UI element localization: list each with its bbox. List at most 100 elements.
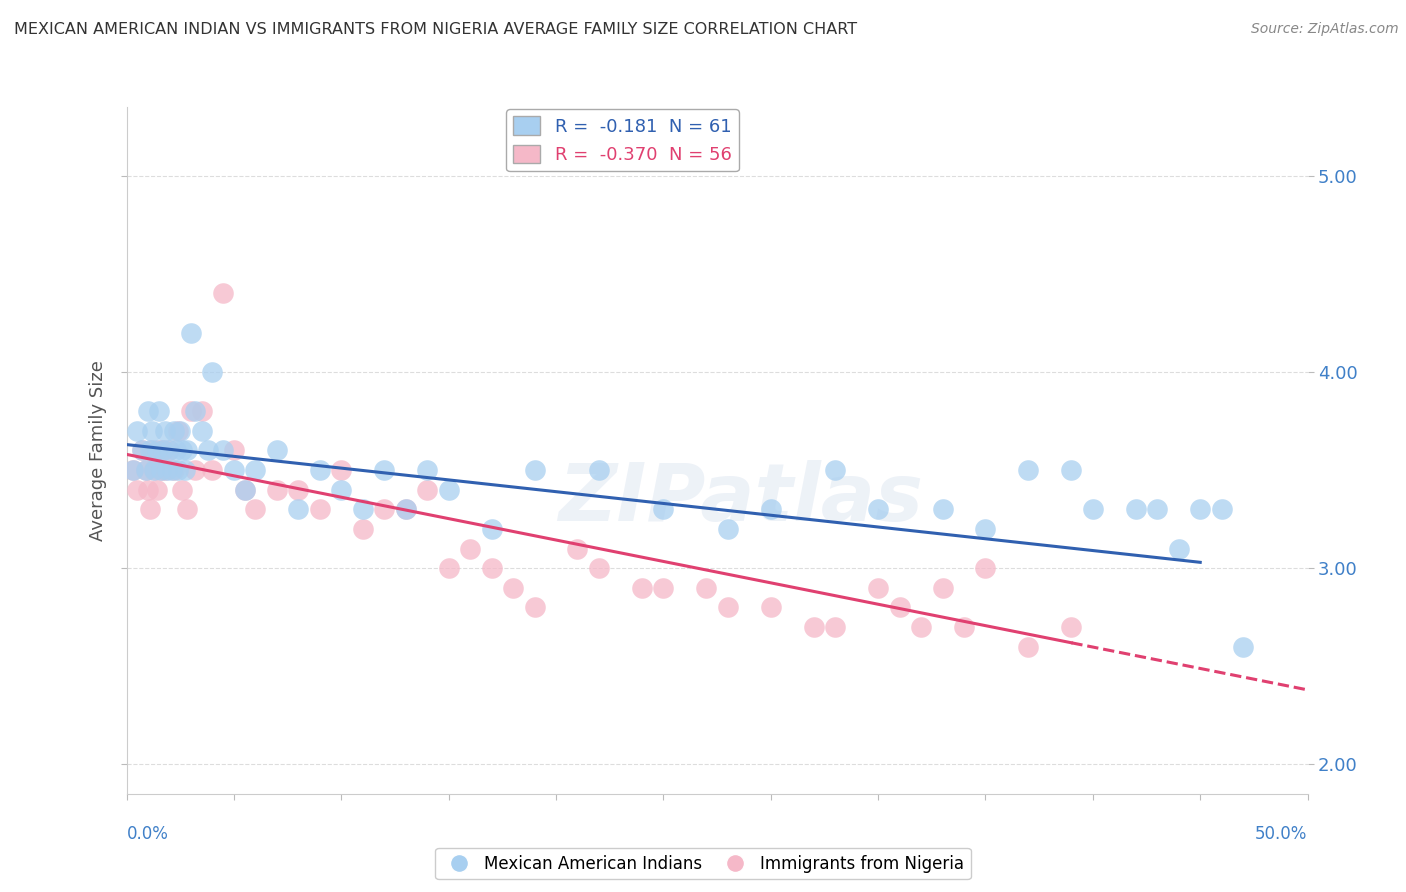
Point <box>141 443 163 458</box>
Point <box>523 463 546 477</box>
Point <box>139 443 162 458</box>
Point <box>416 463 439 477</box>
Point <box>588 463 610 477</box>
Y-axis label: Average Family Size: Average Family Size <box>89 360 107 541</box>
Point <box>172 483 194 497</box>
Point <box>153 424 176 438</box>
Point <box>1060 620 1083 634</box>
Point <box>131 443 153 458</box>
Point <box>437 561 460 575</box>
Point <box>567 541 589 556</box>
Point <box>143 463 166 477</box>
Point <box>159 443 181 458</box>
Point <box>717 522 740 536</box>
Point <box>523 600 546 615</box>
Point <box>717 600 740 615</box>
Point <box>868 502 890 516</box>
Point <box>169 424 191 438</box>
Point <box>152 443 174 458</box>
Point <box>631 581 654 595</box>
Point <box>233 483 256 497</box>
Point <box>1017 463 1039 477</box>
Point <box>145 483 167 497</box>
Point <box>481 522 503 536</box>
Point <box>141 424 163 438</box>
Point <box>122 463 145 477</box>
Point <box>136 483 159 497</box>
Text: ZIPatlas: ZIPatlas <box>558 459 924 538</box>
Point <box>308 463 330 477</box>
Point <box>180 326 202 340</box>
Point <box>184 404 207 418</box>
Point <box>373 502 395 516</box>
Point <box>201 365 224 379</box>
Point <box>588 561 610 575</box>
Text: Source: ZipAtlas.com: Source: ZipAtlas.com <box>1251 22 1399 37</box>
Point <box>868 581 890 595</box>
Point <box>136 404 159 418</box>
Point <box>502 581 524 595</box>
Point <box>652 502 675 516</box>
Point <box>458 541 481 556</box>
Point <box>1167 541 1189 556</box>
Point <box>437 483 460 497</box>
Point <box>287 483 309 497</box>
Point <box>156 463 179 477</box>
Point <box>266 443 288 458</box>
Point <box>176 502 198 516</box>
Point <box>135 463 157 477</box>
Point <box>1125 502 1147 516</box>
Point <box>759 502 782 516</box>
Point <box>803 620 825 634</box>
Point <box>1232 640 1254 654</box>
Legend: Mexican American Indians, Immigrants from Nigeria: Mexican American Indians, Immigrants fro… <box>436 848 970 880</box>
Point <box>163 463 186 477</box>
Point <box>931 502 953 516</box>
Point <box>159 443 181 458</box>
Point <box>245 463 267 477</box>
Point <box>245 502 267 516</box>
Point <box>222 463 245 477</box>
Point <box>910 620 932 634</box>
Point <box>352 522 374 536</box>
Point <box>1017 640 1039 654</box>
Point <box>212 286 235 301</box>
Point <box>395 502 418 516</box>
Point <box>143 463 166 477</box>
Point <box>127 483 149 497</box>
Point <box>266 483 288 497</box>
Point <box>373 463 395 477</box>
Point <box>352 502 374 516</box>
Point <box>1211 502 1233 516</box>
Point <box>173 463 195 477</box>
Point <box>1189 502 1212 516</box>
Point <box>1403 149 1406 163</box>
Point <box>145 443 167 458</box>
Point <box>184 463 207 477</box>
Point <box>1060 463 1083 477</box>
Point <box>127 424 149 438</box>
Text: 50.0%: 50.0% <box>1256 825 1308 843</box>
Point <box>167 463 190 477</box>
Point <box>233 483 256 497</box>
Point <box>139 502 162 516</box>
Point <box>974 522 997 536</box>
Point <box>172 443 194 458</box>
Point <box>287 502 309 516</box>
Point <box>135 463 157 477</box>
Point <box>176 443 198 458</box>
Text: MEXICAN AMERICAN INDIAN VS IMMIGRANTS FROM NIGERIA AVERAGE FAMILY SIZE CORRELATI: MEXICAN AMERICAN INDIAN VS IMMIGRANTS FR… <box>14 22 858 37</box>
Point <box>1081 502 1104 516</box>
Point <box>824 620 846 634</box>
Point <box>889 600 911 615</box>
Point <box>163 424 186 438</box>
Point <box>330 463 353 477</box>
Point <box>695 581 717 595</box>
Point <box>180 404 202 418</box>
Point <box>153 463 176 477</box>
Point <box>953 620 976 634</box>
Point <box>148 443 170 458</box>
Point <box>190 404 212 418</box>
Point <box>165 443 187 458</box>
Point <box>131 443 153 458</box>
